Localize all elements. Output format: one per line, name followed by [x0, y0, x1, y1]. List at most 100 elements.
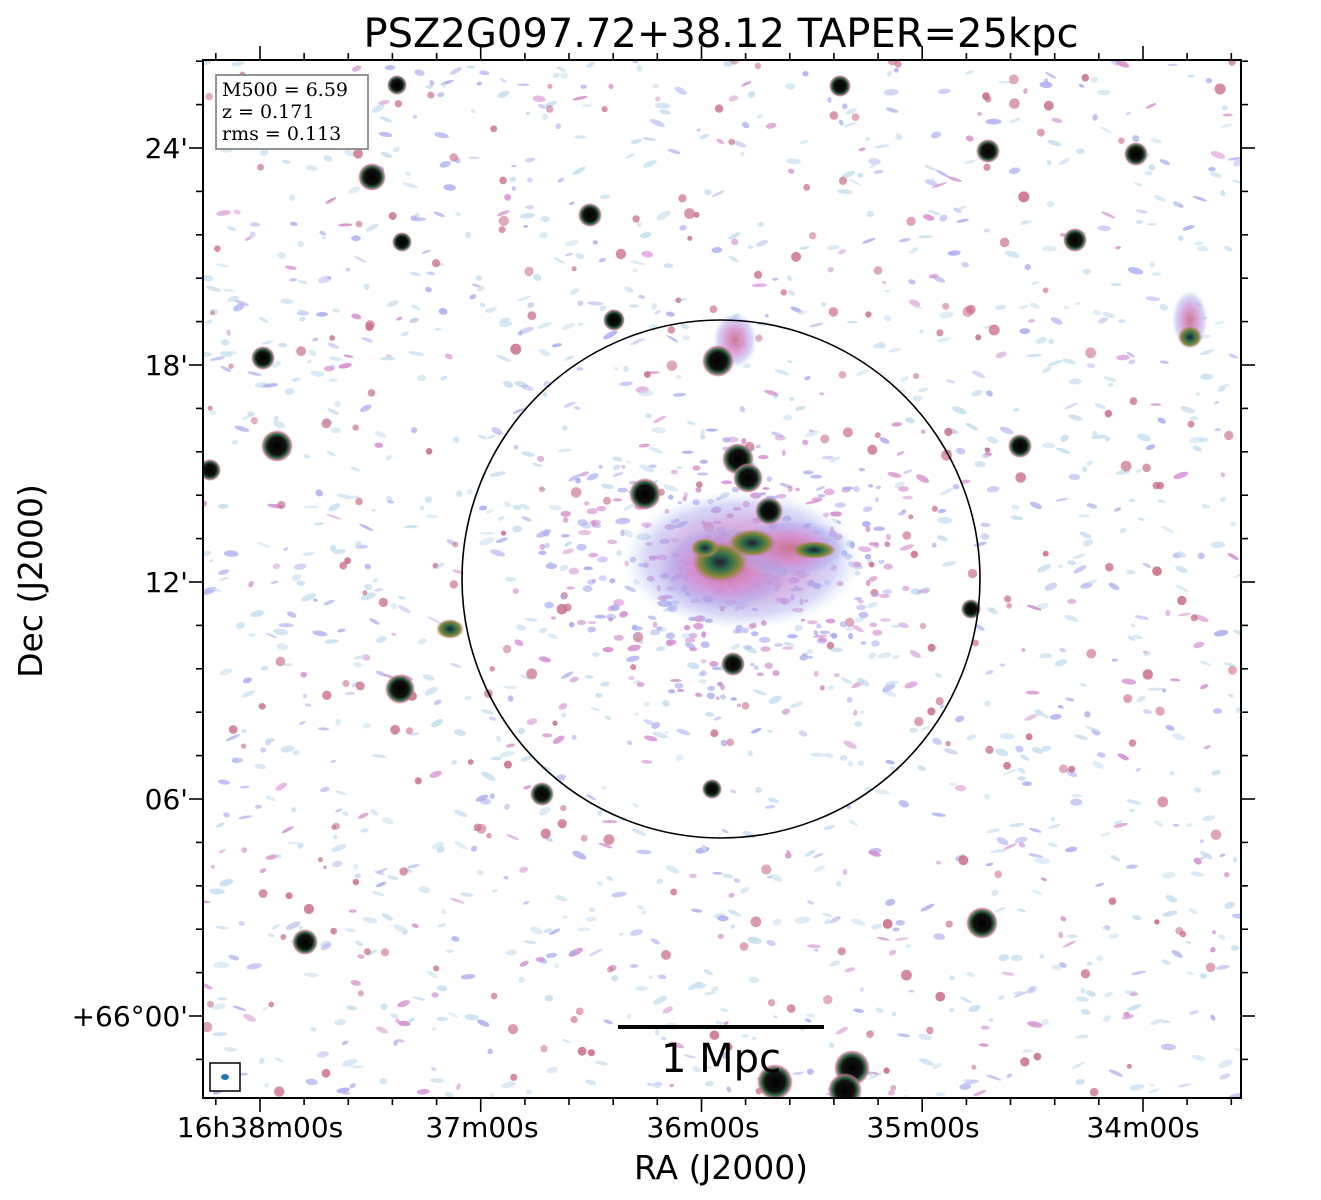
halo-speckle	[705, 428, 718, 432]
noise-speckle	[826, 245, 840, 251]
noise-blob	[866, 1030, 874, 1039]
noise-blob	[945, 920, 953, 928]
noise-speckle	[209, 888, 225, 895]
noise-speckle	[571, 734, 577, 740]
noise-speckle	[741, 81, 752, 87]
noise-speckle	[275, 782, 288, 791]
noise-speckle	[1233, 159, 1241, 167]
noise-speckle	[955, 447, 966, 455]
noise-speckle	[1214, 428, 1222, 432]
noise-speckle	[899, 376, 909, 382]
noise-speckle	[475, 275, 483, 281]
point-source	[1124, 142, 1148, 166]
noise-speckle	[836, 1026, 848, 1035]
halo-speckle	[842, 486, 854, 490]
noise-speckle	[1099, 126, 1112, 134]
noise-speckle	[1172, 733, 1186, 741]
noise-speckle	[484, 307, 497, 313]
scale-bar-label: 1 Mpc	[661, 1036, 781, 1082]
noise-speckle	[1167, 63, 1178, 67]
noise-speckle	[1169, 678, 1181, 682]
noise-speckle	[520, 674, 530, 680]
noise-speckle	[450, 663, 462, 668]
noise-speckle	[806, 944, 821, 949]
halo-speckle	[586, 508, 598, 515]
noise-speckle	[1018, 842, 1026, 848]
noise-speckle	[278, 623, 294, 628]
noise-speckle	[318, 275, 332, 284]
noise-speckle	[1193, 241, 1204, 246]
noise-speckle	[407, 864, 420, 869]
noise-speckle	[869, 1072, 874, 1077]
noise-speckle	[486, 509, 494, 514]
noise-blob	[851, 113, 860, 121]
noise-speckle	[920, 903, 935, 912]
x-tick-label: 35m00s	[866, 1111, 979, 1144]
noise-speckle	[895, 937, 909, 941]
noise-speckle	[1048, 338, 1055, 344]
noise-speckle	[398, 1020, 411, 1027]
noise-speckle	[517, 83, 530, 86]
noise-blob	[344, 557, 351, 565]
noise-speckle	[613, 464, 621, 471]
noise-speckle	[518, 976, 525, 983]
halo-speckle	[816, 623, 822, 629]
noise-speckle	[323, 155, 333, 162]
halo-speckle	[802, 470, 814, 475]
noise-speckle	[331, 844, 347, 852]
noise-blob	[908, 514, 914, 520]
halo-speckle	[882, 589, 892, 595]
noise-speckle	[1092, 761, 1105, 769]
noise-speckle	[539, 806, 551, 816]
noise-speckle	[1132, 634, 1143, 640]
halo-speckle	[821, 455, 834, 460]
noise-speckle	[998, 954, 1010, 962]
point-source	[702, 779, 722, 799]
noise-speckle	[986, 1074, 1002, 1081]
halo-speckle	[858, 467, 865, 472]
noise-speckle	[895, 919, 905, 926]
noise-blob	[710, 729, 719, 738]
noise-speckle	[519, 866, 529, 873]
noise-speckle	[248, 581, 254, 588]
halo-speckle	[695, 692, 702, 697]
noise-speckle	[1068, 473, 1081, 481]
noise-speckle	[847, 760, 854, 767]
noise-speckle	[1065, 846, 1078, 853]
noise-speckle	[712, 871, 723, 875]
noise-speckle	[1203, 745, 1211, 750]
noise-speckle	[223, 550, 239, 557]
noise-blob	[500, 530, 507, 536]
halo-speckle	[560, 534, 570, 538]
noise-speckle	[805, 1013, 816, 1018]
noise-speckle	[518, 727, 525, 735]
noise-speckle	[1086, 363, 1096, 368]
noise-speckle	[854, 616, 865, 623]
halo-speckle	[735, 630, 744, 634]
noise-speckle	[425, 514, 439, 519]
x-tick-label: 37m00s	[425, 1111, 538, 1144]
noise-speckle	[209, 587, 222, 592]
noise-blob	[1006, 602, 1013, 609]
halo-speckle	[817, 494, 826, 498]
noise-speckle	[280, 298, 294, 304]
noise-speckle	[1227, 157, 1241, 161]
noise-speckle	[1092, 430, 1098, 437]
halo-speckle	[751, 631, 759, 637]
noise-speckle	[1222, 113, 1233, 117]
noise-speckle	[591, 652, 600, 657]
noise-blob	[967, 568, 978, 579]
noise-speckle	[968, 1005, 981, 1012]
noise-blob	[910, 550, 918, 559]
noise-speckle	[804, 1018, 812, 1023]
noise-speckle	[1022, 1049, 1034, 1053]
noise-speckle	[963, 1080, 980, 1085]
noise-blob	[363, 948, 371, 956]
noise-blob	[603, 496, 611, 505]
noise-speckle	[412, 114, 417, 119]
noise-speckle	[208, 410, 217, 416]
noise-speckle	[893, 67, 899, 73]
noise-speckle	[316, 1051, 330, 1058]
x-tick-label: 36m00s	[646, 1111, 759, 1144]
noise-blob	[936, 329, 944, 337]
